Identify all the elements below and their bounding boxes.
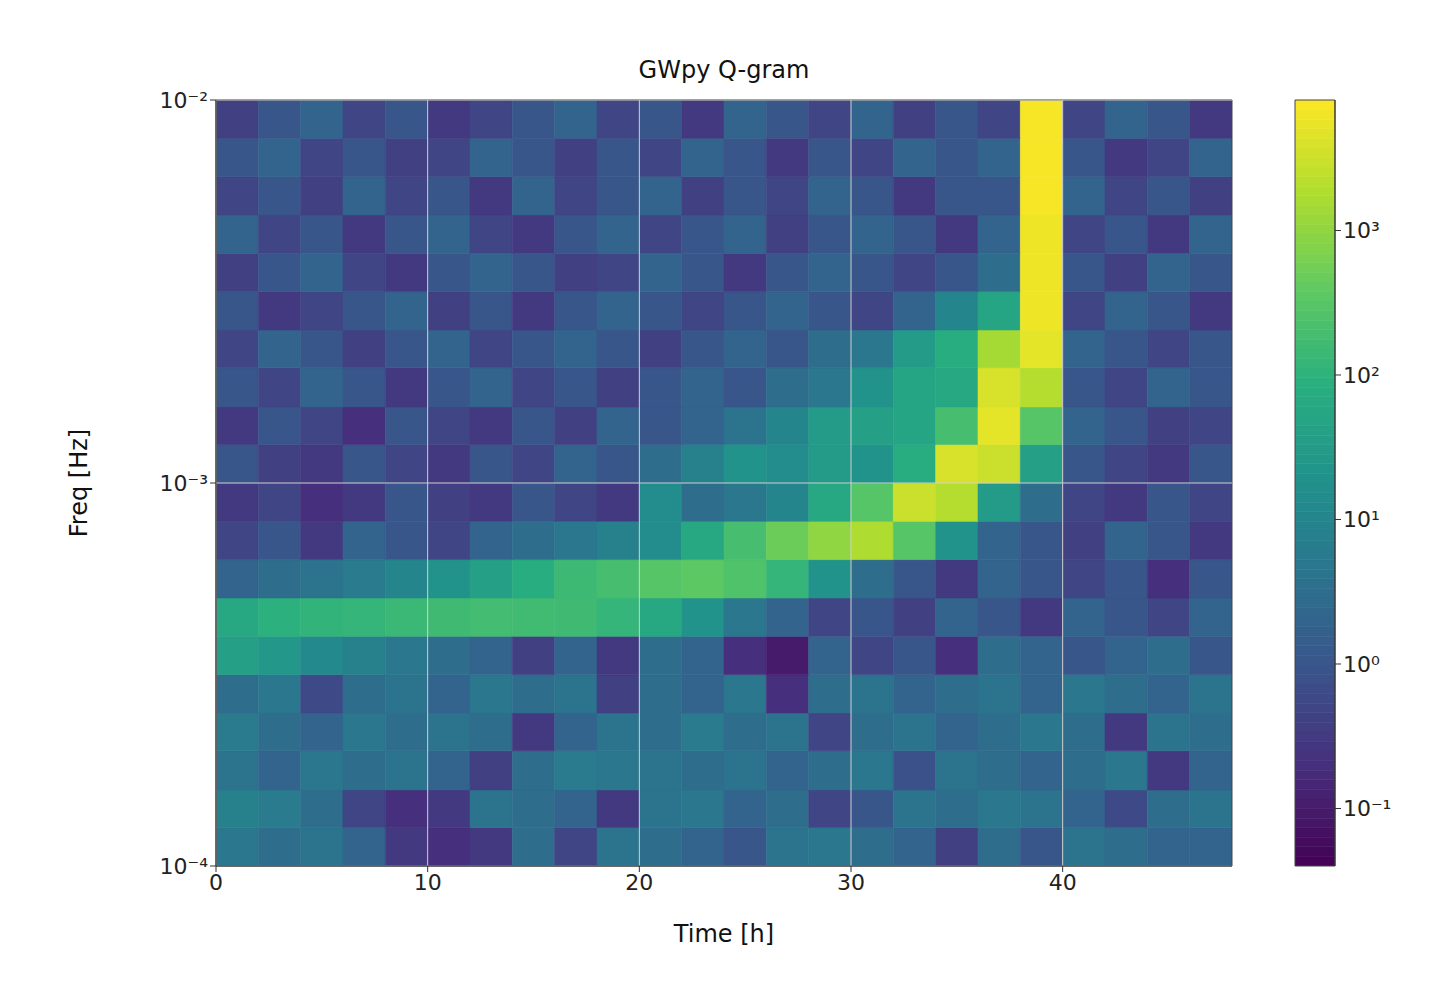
svg-text:10²: 10² [1343,363,1380,388]
svg-text:10⁻³: 10⁻³ [160,471,208,496]
svg-text:10⁻⁴: 10⁻⁴ [160,854,209,879]
html-text:GWpy Q-gram: GWpy Q-gram [638,56,810,84]
svg-text:20: 20 [625,870,653,895]
svg-text:Freq [Hz]: Freq [Hz] [65,429,93,537]
svg-text:10⁰: 10⁰ [1343,652,1380,677]
svg-text:30: 30 [837,870,865,895]
svg-text:10⁻¹: 10⁻¹ [1343,796,1391,821]
svg-text:10: 10 [414,870,442,895]
svg-text:40: 40 [1049,870,1077,895]
svg-text:0: 0 [209,870,223,895]
svg-text:10³: 10³ [1343,218,1380,243]
svg-text:10⁻²: 10⁻² [160,88,208,113]
svg-text:Time [h]: Time [h] [673,920,774,948]
svg-text:10¹: 10¹ [1343,507,1380,532]
